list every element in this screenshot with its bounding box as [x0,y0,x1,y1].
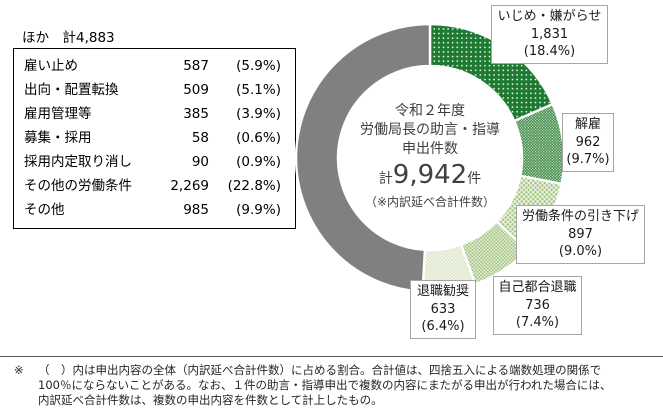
row-pct: (22.8%) [227,178,281,195]
center-title-line: 労働局長の助言・指導 [360,122,500,138]
callout-percent: (9.0%) [558,244,603,259]
row-label: 募集・採用 [24,129,92,146]
center-total-suffix: 件 [467,171,482,187]
callout-kaiko: 解雇 962 (9.7%) [562,113,614,172]
row-value: 587 [183,57,209,74]
footnote-marker: ※ [14,363,24,377]
callout-ijime: いじめ・嫌がらせ 1,831 (18.4%) [491,5,608,64]
callout-label: 自己都合退職 [498,280,577,295]
table-row: その他の労働条件 2,269 (22.8%) [24,178,281,195]
callout-label: いじめ・嫌がらせ [497,9,602,24]
row-label: 雇用管理等 [24,105,92,122]
donut-slice-hoka [294,22,432,293]
row-pct: (5.9%) [236,57,281,74]
callout-label: 退職勧奨 [416,284,469,299]
center-title-line: 令和２年度 [395,103,465,119]
donut-center-text: 令和２年度 労働局長の助言・指導 申出件数 計9,942件 （※内訳延べ合計件数… [315,102,545,210]
table-row: 採用内定取り消し 90 (0.9%) [24,154,281,171]
row-label: 採用内定取り消し [24,154,132,171]
row-pct: (0.9%) [236,154,281,171]
row-pct: (9.9%) [236,202,281,219]
breakdown-table: 雇い止め 587 (5.9%) 出向・配置転換 509 (5.1%) 雇用管理等 385 (3.… [13,48,296,229]
callout-taishoku: 退職勧奨 633 (6.4%) [410,280,476,339]
table-row: 募集・採用 58 (0.6%) [24,130,281,147]
row-pct: (5.1%) [236,81,281,98]
footnote: ※ （ ）内は申出内容の全体（内訳延べ合計件数）に占める割合。合計値は、四捨五入… [0,356,663,410]
callout-roudou: 労働条件の引き下げ 897 (9.0%) [516,205,645,264]
center-total-value: 9,942 [392,160,468,190]
center-total: 計9,942件 [315,160,545,194]
callout-percent: (6.4%) [421,319,465,334]
callout-value: 736 [525,297,550,313]
row-value: 58 [191,129,209,146]
table-row: 雇用管理等 385 (3.9%) [24,106,281,123]
callout-label: 解雇 [574,117,601,132]
callout-percent: (9.7%) [566,152,610,167]
callout-label: 労働条件の引き下げ [521,209,639,224]
callout-value: 633 [430,301,456,317]
row-label: 出向・配置転換 [24,81,119,98]
callout-value: 962 [575,134,601,150]
callout-value: 897 [568,226,593,242]
callout-percent: (18.4%) [523,44,576,59]
footnote-line: 内訳延べ合計件数は、複数の申出内容を件数として計上したもの。 [38,393,383,407]
center-total-prefix: 計 [378,171,393,187]
row-value: 985 [183,202,209,219]
row-label: 雇い止め [24,57,78,74]
table-row: 出向・配置転換 509 (5.1%) [24,82,281,99]
row-value: 90 [191,154,209,171]
center-note: （※内訳延べ合計件数） [364,195,496,209]
breakdown-heading: ほか 計4,883 [22,30,115,46]
row-value: 509 [183,81,209,98]
row-pct: (0.6%) [236,129,281,146]
footnote-line: 100％にならないことがある。なお、１件の助言・指導申出で複数の内容にまたがる申… [38,378,612,392]
footnote-line: （ ）内は申出内容の全体（内訳延べ合計件数）に占める割合。合計値は、四捨五入によ… [38,363,602,377]
center-title-line: 申出件数 [402,141,458,157]
table-row: その他 985 (9.9%) [24,202,281,219]
row-value: 2,269 [170,178,209,195]
callout-jiko: 自己都合退職 736 (7.4%) [493,276,582,335]
table-row: 雇い止め 587 (5.9%) [24,58,281,75]
row-pct: (3.9%) [236,105,281,122]
footnote-lines: （ ）内は申出内容の全体（内訳延べ合計件数）に占める割合。合計値は、四捨五入によ… [38,363,653,410]
row-value: 385 [183,105,209,122]
row-label: その他 [24,202,65,219]
row-label: その他の労働条件 [24,178,132,195]
callout-value: 1,831 [530,26,569,42]
callout-percent: (7.4%) [515,315,560,330]
